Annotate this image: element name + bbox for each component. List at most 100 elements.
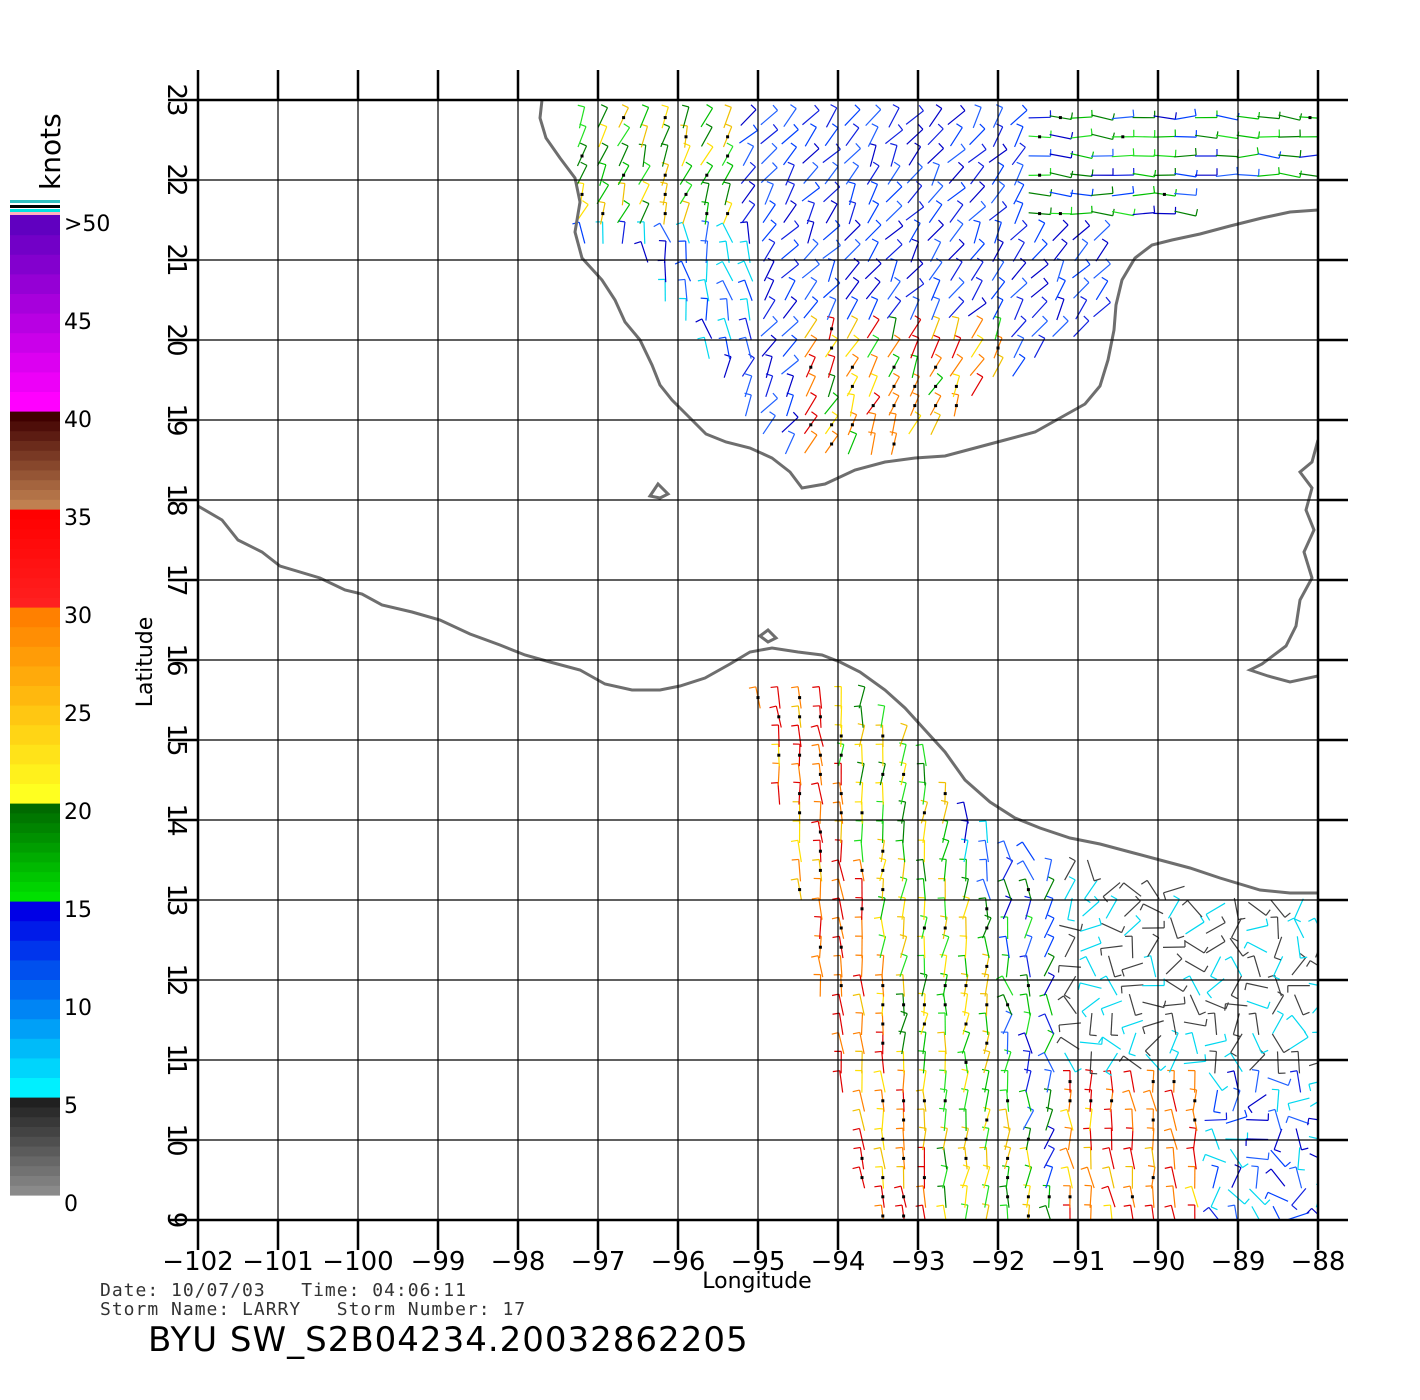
wind-vector	[1246, 1138, 1269, 1141]
wind-barb	[1306, 1207, 1313, 1214]
wind-vector	[1278, 135, 1301, 138]
wind-vector	[764, 280, 775, 301]
wind-vector	[802, 110, 820, 126]
wind-barb	[1098, 917, 1102, 925]
wind-barb	[936, 1204, 944, 1207]
wind-barb	[896, 238, 903, 245]
wind-barb	[765, 354, 773, 358]
color-bar-unit: knots	[34, 113, 67, 190]
wind-vector	[1273, 1128, 1283, 1150]
wind-vector	[1030, 263, 1049, 279]
wind-vector	[1214, 1051, 1218, 1074]
wind-barb	[601, 142, 609, 147]
wind-barb	[962, 895, 970, 899]
wind-barb	[716, 279, 724, 285]
wind-vector	[1257, 135, 1280, 138]
wind-vector	[844, 243, 861, 261]
lon-tick-label: −97	[571, 1247, 626, 1277]
wind-vector	[838, 993, 845, 1016]
wind-vector	[1044, 936, 1055, 958]
wind-vector	[1267, 1191, 1289, 1202]
wind-vector	[816, 725, 824, 747]
wind-barb	[1205, 1128, 1213, 1132]
wind-vector	[1151, 1185, 1155, 1208]
wind-barb	[1020, 315, 1027, 322]
wind-vector	[1278, 114, 1301, 121]
wind-vector	[1255, 1166, 1259, 1189]
wind-vector	[804, 280, 818, 300]
wind-vector	[722, 280, 733, 301]
lon-tick-label: −91	[1051, 1247, 1106, 1277]
wind-barb	[958, 238, 965, 245]
rain-flag	[1110, 1099, 1114, 1103]
wind-barb	[1203, 965, 1209, 973]
wind-barb	[811, 897, 819, 900]
wind-vector	[1168, 1052, 1180, 1073]
wind-vector	[1064, 860, 1076, 881]
wind-vector	[1288, 1211, 1310, 1220]
wind-barb	[653, 222, 661, 228]
wind-vector	[1225, 1138, 1248, 1141]
wind-barb	[961, 1126, 969, 1130]
wind-vector	[740, 166, 756, 184]
wind-vector	[826, 299, 837, 320]
wind-barb	[962, 1010, 970, 1015]
rain-flag	[726, 212, 730, 216]
wind-barb	[981, 1184, 989, 1187]
wind-barb	[1006, 856, 1013, 862]
wind-barb	[873, 392, 881, 398]
wind-vector	[705, 260, 708, 283]
lat-tick-label: 21	[161, 243, 191, 276]
wind-vector	[599, 164, 607, 186]
wind-vector	[1004, 1128, 1011, 1151]
wind-vector	[804, 319, 818, 339]
rain-flag	[1006, 1195, 1010, 1199]
wind-vector	[1043, 1033, 1055, 1054]
wind-vector	[1185, 940, 1205, 954]
rain-flag	[798, 888, 802, 892]
wind-barb	[936, 993, 944, 996]
wind-barb	[1045, 1106, 1053, 1111]
wind-vector	[1052, 224, 1069, 242]
wind-vector	[807, 222, 815, 244]
lon-tick-label: −101	[242, 1247, 313, 1277]
wind-vector	[1010, 225, 1028, 241]
wind-barb	[1019, 1146, 1027, 1150]
wind-vector	[1101, 1000, 1123, 1010]
color-bar-step	[10, 1155, 60, 1167]
wind-barb	[1221, 1085, 1229, 1091]
wind-vector	[902, 916, 905, 940]
wind-vector	[1043, 917, 1055, 939]
wind-barb	[829, 296, 837, 301]
wind-vector	[848, 183, 856, 206]
wind-barb	[811, 743, 819, 747]
wind-barb	[919, 277, 925, 285]
wind-vector	[1192, 1147, 1197, 1170]
rain-flag	[839, 984, 843, 988]
x-axis-title: Longitude	[702, 1269, 811, 1294]
rain-flag	[798, 715, 802, 719]
wind-barb	[831, 859, 839, 863]
wind-vector	[1070, 173, 1093, 177]
wind-barb	[1047, 1125, 1055, 1130]
wind-vector	[776, 686, 781, 709]
wind-vector	[1204, 1118, 1227, 1122]
wind-vector	[908, 415, 922, 435]
wind-vector	[968, 206, 986, 222]
wind-vector	[867, 126, 879, 147]
wind-vector	[860, 705, 864, 728]
wind-barb	[978, 353, 985, 360]
lon-tick-label: −93	[891, 1247, 946, 1277]
wind-barb	[878, 761, 886, 765]
wind-vector	[927, 128, 944, 146]
wind-vector	[941, 840, 950, 862]
wind-vector	[744, 279, 753, 301]
longitude-tick-labels: −102 −101 −100 −99 −98 −97 −96 −95 −94 −93 −92 −91−…	[162, 1247, 1345, 1277]
wind-vector	[1252, 1032, 1263, 1054]
wind-vector	[725, 241, 730, 263]
wind-barb	[897, 858, 905, 861]
rain-flag	[943, 792, 947, 796]
wind-barb	[979, 123, 986, 130]
wind-barb	[894, 276, 901, 282]
wind-barb	[1195, 209, 1199, 217]
